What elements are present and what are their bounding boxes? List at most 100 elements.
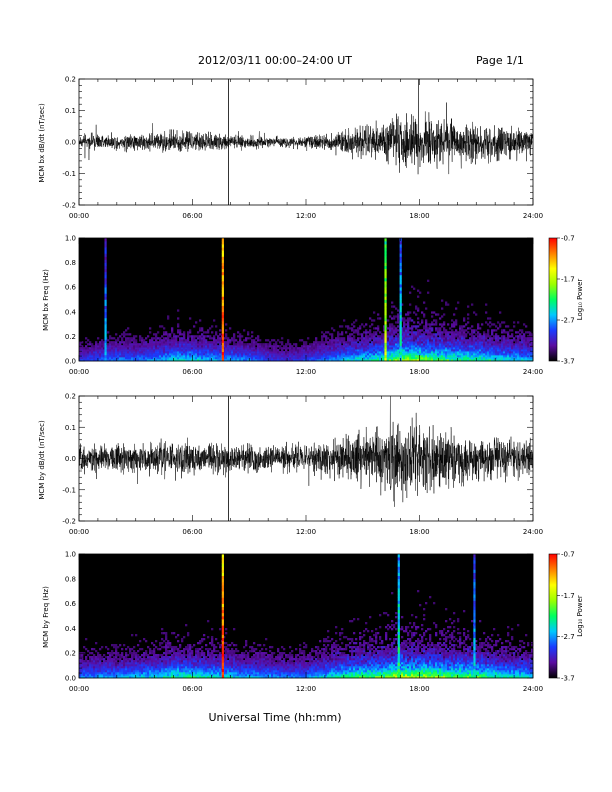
heatmap-cell [131, 662, 134, 665]
heatmap-cell [425, 327, 428, 330]
heatmap-cell [345, 357, 348, 360]
heatmap-cell [115, 341, 118, 344]
heatmap-cell [143, 666, 146, 669]
heatmap-cell [327, 349, 330, 352]
heatmap-cell [261, 672, 264, 675]
heatmap-cell [487, 329, 490, 332]
heatmap-cell [127, 674, 130, 677]
heatmap-cell [371, 355, 374, 358]
heatmap-cell [179, 672, 182, 675]
heatmap-cell [231, 652, 234, 655]
heatmap-cell [179, 341, 182, 344]
heatmap-cell [257, 355, 260, 358]
heatmap-cell [137, 676, 140, 679]
heatmap-cell [293, 343, 296, 346]
heatmap-cell [233, 349, 236, 352]
heatmap-cell [365, 323, 368, 326]
heatmap-cell [111, 337, 114, 340]
heatmap-cell [179, 333, 182, 336]
heatmap-cell [139, 674, 142, 677]
heatmap-cell [429, 325, 432, 328]
heatmap-cell [491, 323, 494, 326]
heatmap-cell [263, 668, 266, 671]
heatmap-cell [337, 331, 340, 334]
heatmap-cell [205, 672, 208, 675]
heatmap-cell [233, 664, 236, 667]
heatmap-cell [411, 329, 414, 332]
heatmap-cell [161, 347, 164, 350]
heatmap-cell [343, 355, 346, 358]
heatmap-cell [203, 351, 206, 354]
heatmap-cell [491, 341, 494, 344]
heatmap-cell [483, 333, 486, 336]
heatmap-cell [441, 347, 444, 350]
heatmap-cell [125, 337, 128, 340]
heatmap-cell [95, 347, 98, 350]
heatmap-cell [455, 357, 458, 360]
heatmap-cell [239, 357, 242, 360]
heatmap-cell [179, 670, 182, 673]
heatmap-cell [161, 656, 164, 659]
heatmap-cell [263, 343, 266, 346]
heatmap-cell [515, 343, 518, 346]
heatmap-cell [275, 345, 278, 348]
heatmap-cell [171, 353, 174, 356]
heatmap-cell [163, 341, 166, 344]
heatmap-cell [209, 343, 212, 346]
heatmap-cell [421, 359, 424, 362]
heatmap-cell [263, 674, 266, 677]
heatmap-cell [255, 666, 258, 669]
heatmap-cell [191, 668, 194, 671]
heatmap-cell [375, 343, 378, 346]
heatmap-cell [305, 341, 308, 344]
heatmap-cell [143, 345, 146, 348]
heatmap-cell [471, 333, 474, 336]
heatmap-cell [267, 666, 270, 669]
heatmap-cell [81, 353, 84, 356]
heatmap-cell [491, 333, 494, 336]
heatmap-cell [123, 676, 126, 679]
heatmap-cell [209, 337, 212, 340]
heatmap-cell [531, 333, 534, 336]
heatmap-cell [161, 349, 164, 352]
heatmap-cell [183, 668, 186, 671]
heatmap-cell [227, 357, 230, 360]
heatmap-cell [81, 351, 84, 354]
heatmap-cell [483, 343, 486, 346]
heatmap-cell [401, 359, 404, 362]
heatmap-cell [81, 359, 84, 362]
heatmap-cell [441, 339, 444, 342]
heatmap-cell [161, 335, 164, 338]
heatmap-cell [501, 351, 504, 354]
heatmap-cell [429, 333, 432, 336]
heatmap-cell [185, 353, 188, 356]
heatmap-cell [441, 315, 444, 318]
heatmap-cell [97, 662, 100, 665]
heatmap-cell [423, 353, 426, 356]
heatmap-cell [141, 666, 144, 669]
heatmap-cell [201, 668, 204, 671]
heatmap-cell [255, 658, 258, 661]
heatmap-cell [111, 676, 114, 679]
heatmap-cell [273, 355, 276, 358]
heatmap-cell [231, 664, 234, 667]
heatmap-cell [165, 644, 168, 647]
broadband-line [221, 259, 224, 263]
heatmap-cell [499, 355, 502, 358]
broadband-line [221, 321, 224, 325]
heatmap-cell [183, 359, 186, 362]
heatmap-cell [497, 327, 500, 330]
heatmap-cell [377, 313, 380, 316]
heatmap-cell [457, 351, 460, 354]
heatmap-cell [91, 345, 94, 348]
x-tick-label: 12:00 [296, 368, 316, 376]
heatmap-cell [327, 347, 330, 350]
heatmap-cell [373, 319, 376, 322]
heatmap-cell [423, 349, 426, 352]
heatmap-cell [273, 353, 276, 356]
heatmap-cell [203, 652, 206, 655]
heatmap-cell [187, 668, 190, 671]
heatmap-cell [335, 339, 338, 342]
heatmap-cell [185, 664, 188, 667]
broadband-line [104, 284, 107, 288]
